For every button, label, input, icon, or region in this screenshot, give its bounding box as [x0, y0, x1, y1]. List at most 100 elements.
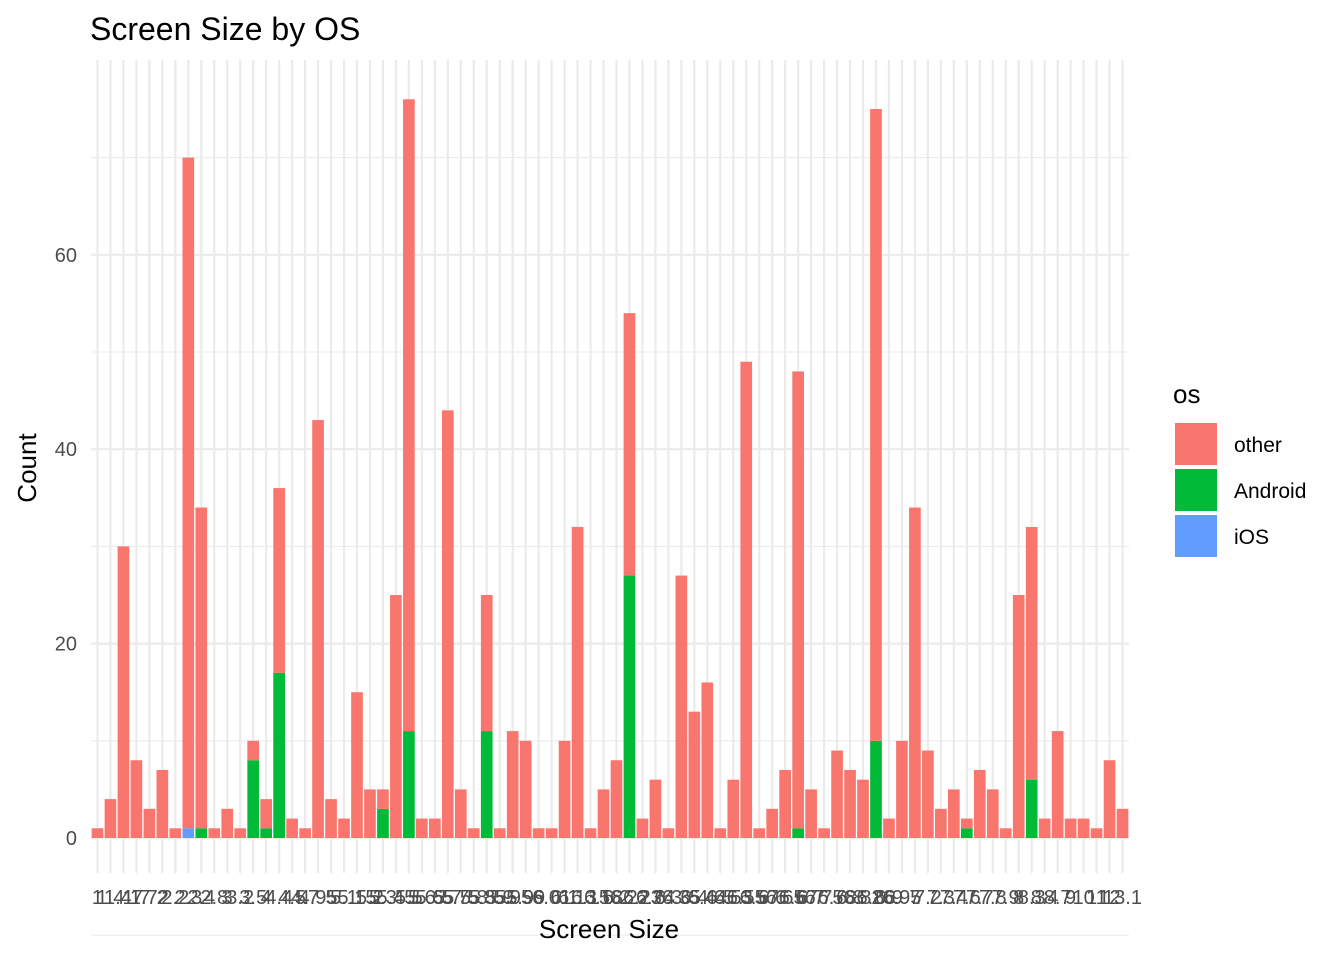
x-tick-label: 5.1 — [330, 887, 358, 909]
bar-other-58 — [844, 769, 856, 838]
legend-swatch-ios — [1175, 515, 1217, 557]
bar-other-19 — [338, 818, 350, 838]
bar-other-66 — [948, 789, 960, 838]
bar-other-21 — [364, 789, 376, 838]
bar-ios-7 — [182, 828, 195, 838]
x-tick-label: 6.57 — [740, 887, 779, 909]
x-tick-label: 6.7 — [797, 887, 825, 909]
x-tick-label: 6.22 — [610, 887, 649, 909]
x-tick-label: 8.3 — [1018, 887, 1046, 909]
x-tick-label: 4.7 — [291, 887, 319, 909]
x-tick-label: 6.78 — [818, 887, 857, 909]
bar-other-1 — [104, 799, 117, 838]
bar-other-18 — [325, 799, 337, 838]
bar-other-49 — [727, 779, 740, 838]
x-tick-label: 6.9 — [875, 887, 903, 909]
x-tick-label: 7.4 — [940, 887, 968, 909]
x-tick-label: 1 — [92, 887, 103, 909]
x-tick-label: 2.2 — [161, 887, 189, 909]
x-tick-label: 5.15 — [338, 887, 377, 909]
legend-title: os — [1173, 379, 1200, 409]
bar-other-57 — [831, 750, 843, 838]
x-tick-label: 8.7 — [1044, 887, 1072, 909]
x-tick-label: 6.01 — [532, 887, 571, 909]
x-tick-label: 4.5 — [278, 887, 306, 909]
y-tick-label: 20 — [55, 634, 77, 656]
x-tick-label: 5.99 — [506, 887, 545, 909]
bar-other-76 — [1077, 818, 1090, 838]
x-tick-label: 6.13 — [558, 887, 597, 909]
bar-other-74 — [1051, 731, 1064, 838]
bar-other-71 — [1012, 595, 1025, 838]
bar-other-79 — [1116, 808, 1129, 838]
bar-other-31 — [493, 828, 506, 838]
legend: os other Android iOS — [1173, 379, 1306, 557]
y-tick-label: 60 — [55, 245, 77, 267]
bar-other-11 — [234, 828, 247, 838]
x-tick-label: 7.6 — [953, 887, 981, 909]
bar-other-65 — [935, 808, 947, 838]
x-tick-label: 8.4 — [1031, 887, 1059, 909]
x-tick-label: 5.5 — [395, 887, 423, 909]
bar-other-15 — [286, 818, 298, 838]
x-tick-label: 6.55 — [727, 887, 766, 909]
x-tick-label: 6.18 — [584, 887, 623, 909]
x-tick-label: 6.35 — [662, 887, 701, 909]
bar-other-78 — [1103, 760, 1116, 838]
bar-other-43 — [649, 779, 662, 838]
x-tick-label: 6.15 — [571, 887, 610, 909]
bar-other-48 — [714, 828, 727, 838]
x-tick-label: 6.5 — [706, 887, 734, 909]
x-tick-label: 13.1 — [1103, 887, 1142, 909]
legend-swatch-other — [1175, 423, 1217, 465]
bar-android-14 — [273, 672, 285, 838]
bar-other-53 — [779, 769, 791, 838]
bar-other-68 — [973, 769, 986, 838]
x-tick-label: 7.2 — [914, 887, 942, 909]
x-tick-label: 4.95 — [299, 887, 338, 909]
x-tick-label: 7.9 — [992, 887, 1020, 909]
bar-other-35 — [545, 828, 558, 838]
x-tick-label: 12 — [1098, 887, 1120, 909]
x-tick-label: 11 — [1086, 887, 1107, 909]
x-tick-label: 5.65 — [415, 887, 454, 909]
bar-other-77 — [1090, 828, 1103, 838]
bar-other-60 — [870, 109, 882, 741]
x-tick-label: 10 — [1072, 887, 1094, 909]
x-tick-label: 6.24 — [636, 887, 675, 909]
bar-other-34 — [532, 828, 545, 838]
bar-other-9 — [208, 828, 221, 838]
major-gridlines — [91, 60, 1129, 873]
bar-android-30 — [480, 731, 493, 838]
bar-other-24 — [403, 99, 415, 732]
x-tick-label: 6 — [533, 887, 544, 909]
bar-other-30 — [480, 595, 493, 732]
bar-android-54 — [792, 828, 804, 838]
x-tick-label: 6.2 — [603, 887, 631, 909]
bar-other-40 — [610, 760, 623, 838]
x-tick-label: 6.1 — [551, 887, 579, 909]
bar-other-20 — [351, 692, 363, 838]
bar-other-3 — [130, 760, 143, 838]
bar-other-16 — [299, 828, 311, 838]
x-tick-label: 2.8 — [200, 887, 228, 909]
bar-other-51 — [753, 828, 766, 838]
bar-other-54 — [792, 371, 804, 829]
x-tick-label: 4 — [261, 887, 272, 909]
x-tick-label: 6.6 — [758, 887, 786, 909]
bar-other-32 — [506, 731, 519, 838]
bar-other-37 — [571, 526, 584, 838]
x-tick-label: 6.82 — [844, 887, 883, 909]
x-tick-label: 6.75 — [805, 887, 844, 909]
x-tick-label: 2.3 — [174, 887, 202, 909]
x-tick-label: 3 — [222, 887, 233, 909]
bar-other-45 — [675, 575, 688, 838]
bar-other-14 — [273, 488, 285, 673]
x-tick-label: 5.75 — [441, 887, 480, 909]
bar-other-41 — [623, 313, 636, 576]
bar-other-5 — [156, 769, 169, 838]
bar-other-72 — [1025, 526, 1038, 780]
x-tick-label: 5.95 — [493, 887, 532, 909]
bar-other-0 — [91, 828, 104, 838]
bar-other-8 — [195, 507, 208, 829]
